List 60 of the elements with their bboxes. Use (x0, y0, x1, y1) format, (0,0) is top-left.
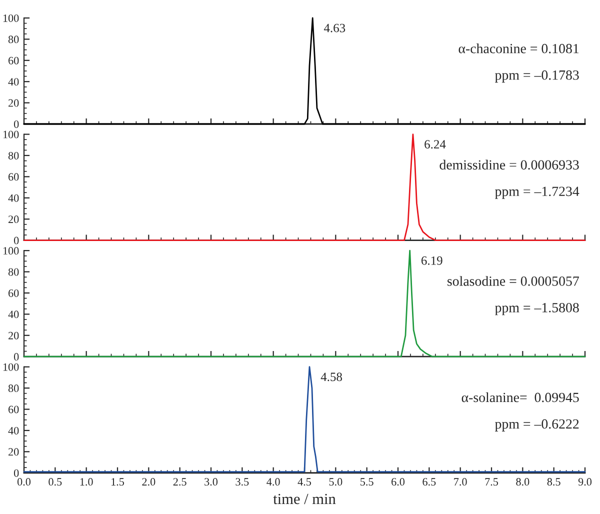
y-tick-label: 80 (8, 268, 19, 276)
y-tick-label: 40 (8, 426, 19, 434)
y-tick-label: 80 (8, 36, 19, 44)
y-tick-label: 40 (8, 78, 19, 86)
annotation: solasodine = 0.0005057 (448, 276, 579, 286)
y-tick-label: 60 (8, 173, 19, 181)
x-tick-label: 8.0 (516, 478, 530, 486)
y-tick-label: 60 (8, 406, 19, 414)
x-tick-label: 4.5 (298, 478, 312, 486)
x-axis-title: time / min (273, 494, 336, 504)
y-tick-label: 100 (3, 130, 19, 138)
y-tick-label: 80 (8, 384, 19, 392)
x-tick-label: 6.0 (392, 478, 405, 486)
x-tick-label: 5.5 (360, 478, 374, 486)
y-tick-label: 0 (14, 236, 19, 244)
annotation: 6.24 (424, 140, 446, 149)
y-tick-label: 20 (8, 99, 19, 107)
y-tick-label: 0 (14, 469, 19, 477)
y-tick-label: 40 (8, 310, 19, 318)
line-series (23, 17, 586, 125)
x-tick-label: 7.5 (485, 478, 498, 486)
x-tick-label: 3.0 (204, 478, 218, 486)
x-tick-label: 9.0 (578, 478, 592, 486)
y-tick-label: 80 (8, 152, 19, 160)
x-tick-label: 5.0 (329, 478, 342, 486)
x-tick-label: 1.5 (112, 478, 124, 486)
y-tick-label: 100 (3, 247, 19, 255)
x-tick-label: 0.5 (48, 478, 62, 486)
y-tick-label: 20 (8, 448, 19, 456)
annotation: demissidine = 0.0006933 (440, 160, 579, 170)
annotation: 4.58 (320, 372, 342, 382)
x-tick-label: 7.0 (454, 478, 467, 486)
y-tick-label: 100 (3, 14, 19, 22)
y-tick-label: 20 (8, 216, 19, 224)
annotation: ppm = –0.1783 (495, 70, 579, 83)
annotation: α-chaconine = 0.1081 (458, 43, 579, 54)
x-tick-label: 4.0 (266, 478, 280, 486)
y-tick-label: 0 (14, 353, 19, 361)
annotation: ppm = –0.6222 (495, 419, 579, 432)
line-series (23, 250, 586, 358)
x-tick-label: 1.0 (80, 478, 93, 486)
y-tick-label: 60 (8, 289, 19, 297)
x-tick-label: 6.5 (422, 478, 436, 486)
line-series (23, 134, 586, 241)
line-series (23, 366, 586, 473)
y-tick-label: 20 (8, 332, 19, 340)
x-tick-label: 8.5 (547, 478, 560, 486)
x-tick-label: 3.5 (236, 478, 249, 486)
annotation: 6.19 (421, 256, 442, 265)
annotation: ppm = –1.7234 (495, 186, 580, 199)
x-tick-label: 2.0 (142, 478, 156, 486)
x-tick-label: 0.0 (17, 478, 31, 486)
annotation: ppm = –1.5808 (495, 302, 579, 316)
y-tick-label: 40 (8, 194, 19, 202)
x-tick-label: 2.5 (173, 478, 186, 486)
annotation: 4.63 (324, 24, 346, 32)
y-tick-label: 60 (8, 56, 19, 64)
y-tick-label: 100 (3, 363, 19, 371)
y-tick-label: 0 (14, 120, 19, 128)
annotation: α-solanine= 0.09945 (462, 392, 579, 402)
